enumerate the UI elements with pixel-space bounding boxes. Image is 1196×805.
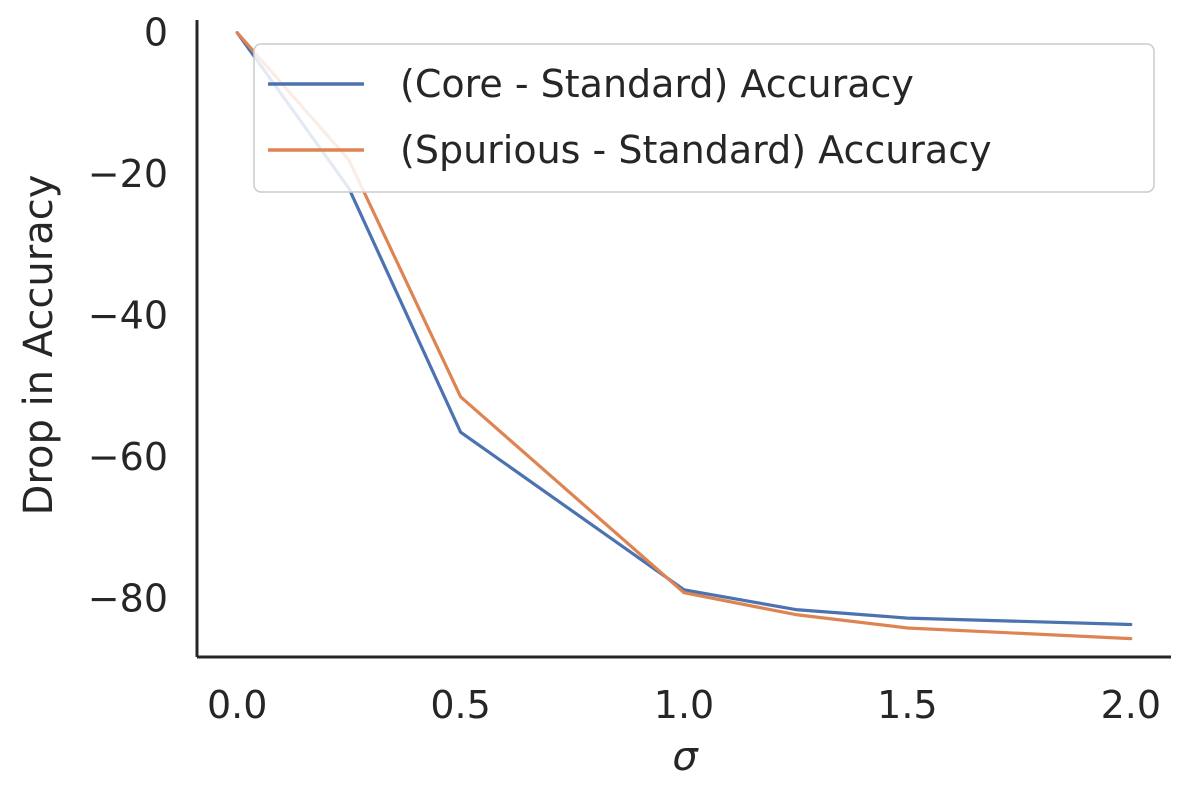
legend-label: (Core - Standard) Accuracy xyxy=(400,62,914,106)
x-axis-label: σ xyxy=(672,734,699,780)
x-tick-label: 0.5 xyxy=(430,683,490,727)
legend-label: (Spurious - Standard) Accuracy xyxy=(400,128,992,172)
y-tick-label: −40 xyxy=(88,294,168,338)
y-tick-label: −20 xyxy=(88,152,168,196)
axes: 0.0 0.5 1.0 1.5 2.0 0 −20 −40 −60 −80 xyxy=(88,11,1171,727)
x-tick-label: 1.5 xyxy=(877,683,937,727)
y-tick-label: −60 xyxy=(88,435,168,479)
x-tick-label: 2.0 xyxy=(1101,683,1161,727)
legend-box xyxy=(253,43,1155,193)
x-tick-label: 0.0 xyxy=(207,683,267,727)
x-tick-label: 1.0 xyxy=(654,683,714,727)
y-tick-label: 0 xyxy=(144,11,168,55)
y-axis-label: Drop in Accuracy xyxy=(16,175,62,516)
legend: (Core - Standard) Accuracy (Spurious - St… xyxy=(253,43,1155,193)
y-tick-label: −80 xyxy=(88,576,168,620)
